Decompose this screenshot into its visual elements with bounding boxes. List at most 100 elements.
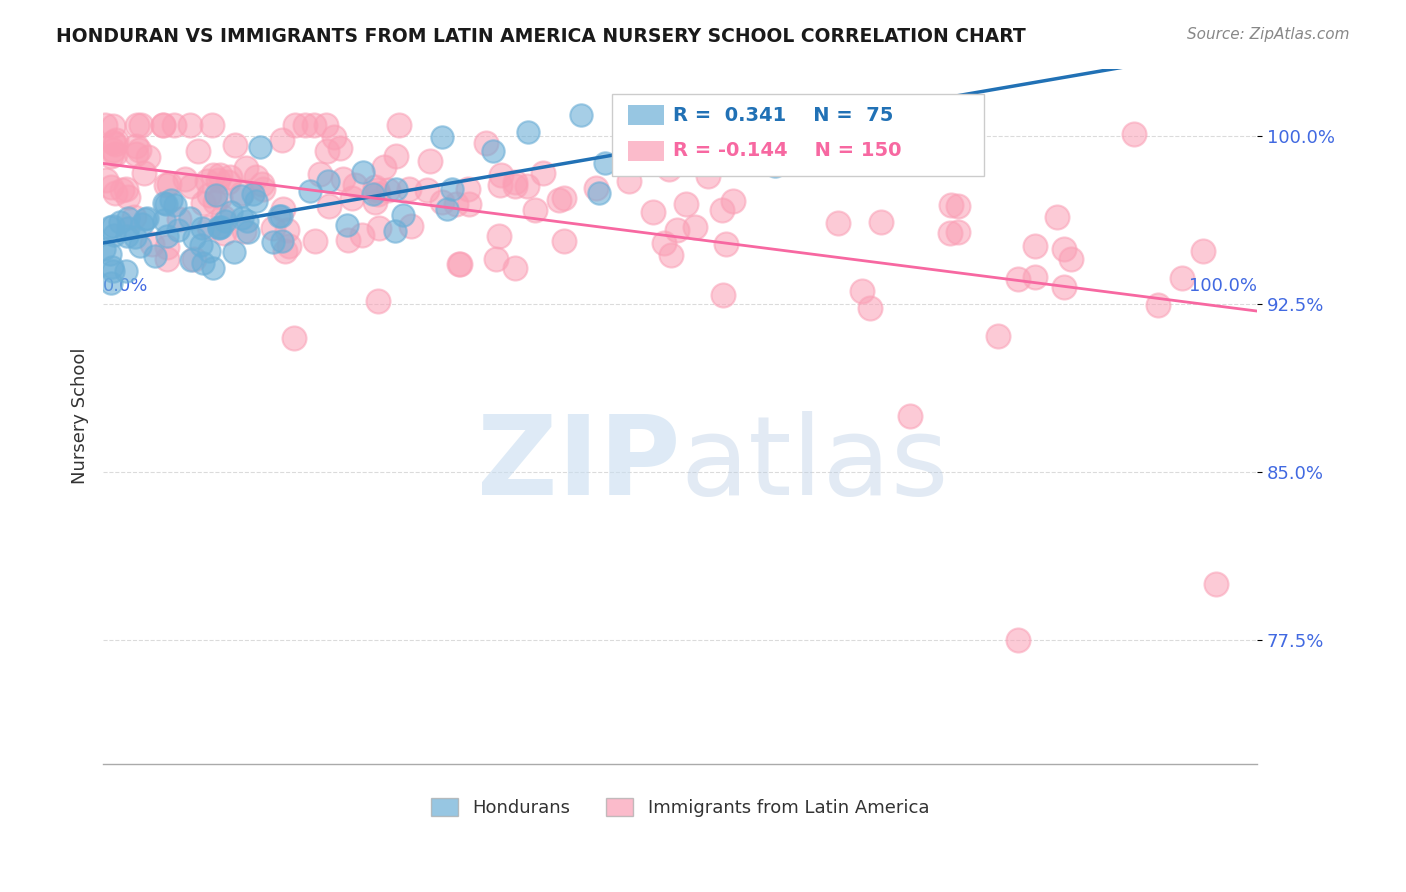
Point bbox=[207, 173, 229, 187]
Point bbox=[270, 210, 292, 224]
Point bbox=[179, 118, 201, 132]
Point bbox=[368, 220, 391, 235]
Point bbox=[191, 220, 214, 235]
Point bbox=[136, 150, 159, 164]
Point bbox=[155, 197, 177, 211]
Text: 0.0%: 0.0% bbox=[103, 277, 149, 295]
Point bbox=[198, 219, 221, 234]
Point bbox=[617, 174, 640, 188]
Point bbox=[169, 212, 191, 227]
Point bbox=[183, 230, 205, 244]
Point bbox=[458, 197, 481, 211]
Point bbox=[898, 409, 921, 424]
Point bbox=[98, 220, 121, 235]
Point bbox=[1205, 577, 1227, 591]
Point bbox=[373, 160, 395, 174]
Text: ZIP: ZIP bbox=[477, 411, 681, 518]
Point bbox=[516, 178, 538, 193]
Point bbox=[180, 253, 202, 268]
Point bbox=[152, 195, 174, 210]
Point bbox=[277, 239, 299, 253]
Point bbox=[103, 228, 125, 243]
Point bbox=[859, 301, 882, 315]
Point bbox=[156, 228, 179, 243]
Point bbox=[827, 216, 849, 230]
Point bbox=[143, 249, 166, 263]
Point bbox=[870, 214, 893, 228]
Point bbox=[415, 183, 437, 197]
Point bbox=[350, 228, 373, 243]
Point bbox=[104, 186, 127, 200]
Point bbox=[377, 183, 399, 197]
Point bbox=[135, 211, 157, 226]
Point bbox=[179, 211, 201, 225]
Point bbox=[773, 140, 796, 154]
Point bbox=[1024, 270, 1046, 285]
Point bbox=[714, 236, 737, 251]
Point bbox=[946, 199, 969, 213]
Point bbox=[98, 247, 121, 261]
Point bbox=[318, 198, 340, 212]
Point bbox=[323, 130, 346, 145]
Point bbox=[153, 213, 176, 227]
Point bbox=[208, 190, 231, 204]
Point bbox=[1122, 127, 1144, 141]
Point bbox=[101, 144, 124, 158]
Point bbox=[294, 118, 316, 132]
Point bbox=[336, 233, 359, 247]
Point bbox=[1060, 252, 1083, 266]
Point bbox=[187, 144, 209, 158]
Point bbox=[224, 138, 246, 153]
Point bbox=[772, 118, 794, 132]
Point bbox=[124, 210, 146, 224]
Point bbox=[222, 244, 245, 259]
Point bbox=[987, 329, 1010, 343]
Point bbox=[156, 252, 179, 267]
Point bbox=[770, 106, 793, 120]
Point bbox=[569, 108, 592, 122]
Point bbox=[475, 136, 498, 150]
Text: R =  0.341    N =  75: R = 0.341 N = 75 bbox=[673, 105, 894, 125]
Point bbox=[553, 234, 575, 248]
Point bbox=[124, 230, 146, 244]
Point bbox=[1191, 244, 1213, 259]
Point bbox=[344, 178, 367, 193]
Point bbox=[711, 203, 734, 218]
Point bbox=[401, 219, 423, 234]
Point bbox=[1053, 243, 1076, 257]
Point bbox=[553, 191, 575, 205]
Point bbox=[202, 260, 225, 275]
Point bbox=[384, 149, 406, 163]
Point bbox=[548, 193, 571, 207]
Point bbox=[217, 175, 239, 189]
Point bbox=[214, 214, 236, 228]
Point bbox=[665, 223, 688, 237]
Point bbox=[446, 197, 468, 211]
Point bbox=[302, 118, 325, 132]
Point bbox=[939, 198, 962, 212]
Point bbox=[489, 168, 512, 182]
Point bbox=[315, 144, 337, 158]
Point bbox=[152, 118, 174, 132]
Y-axis label: Nursery School: Nursery School bbox=[72, 348, 89, 484]
Point bbox=[236, 226, 259, 240]
Point bbox=[489, 178, 512, 193]
Text: HONDURAN VS IMMIGRANTS FROM LATIN AMERICA NURSERY SCHOOL CORRELATION CHART: HONDURAN VS IMMIGRANTS FROM LATIN AMERIC… bbox=[56, 27, 1026, 45]
Point bbox=[851, 285, 873, 299]
Point bbox=[134, 212, 156, 227]
Point bbox=[100, 277, 122, 291]
Point bbox=[252, 182, 274, 196]
Point bbox=[231, 186, 253, 201]
Text: 100.0%: 100.0% bbox=[1189, 277, 1257, 295]
Point bbox=[211, 210, 233, 224]
Point bbox=[174, 172, 197, 186]
Point bbox=[1053, 280, 1076, 294]
Point bbox=[219, 170, 242, 185]
Point bbox=[689, 116, 711, 130]
Point bbox=[93, 243, 115, 257]
Point bbox=[457, 182, 479, 196]
Point bbox=[131, 217, 153, 231]
Point bbox=[683, 220, 706, 235]
Point bbox=[946, 225, 969, 239]
Point bbox=[204, 195, 226, 210]
